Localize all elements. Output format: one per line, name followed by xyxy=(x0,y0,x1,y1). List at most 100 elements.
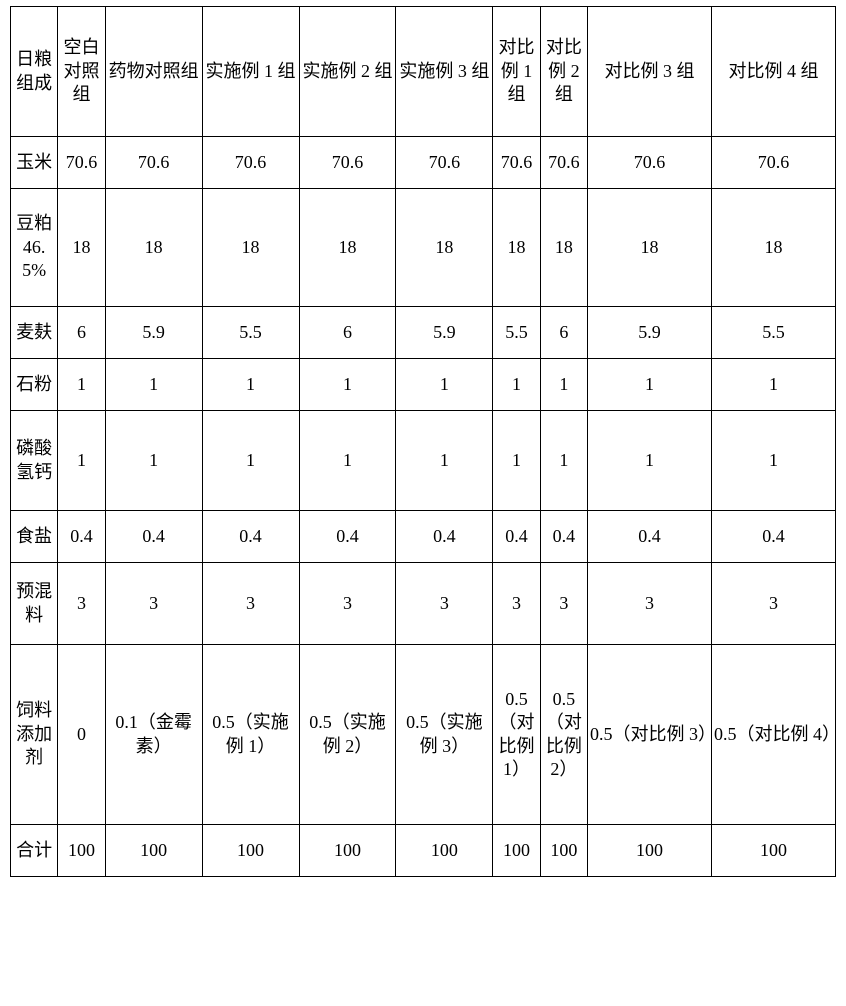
cell: 1 xyxy=(396,359,493,411)
cell: 0.4 xyxy=(58,511,105,563)
cell: 5.5 xyxy=(493,307,540,359)
table-row: 合计 100 100 100 100 100 100 100 100 100 xyxy=(11,825,836,877)
cell: 0.4 xyxy=(299,511,396,563)
header-cell-2: 药物对照组 xyxy=(105,7,202,137)
cell: 1 xyxy=(540,359,587,411)
cell: 0.4 xyxy=(493,511,540,563)
cell: 1 xyxy=(493,359,540,411)
table-row: 预混料 3 3 3 3 3 3 3 3 3 xyxy=(11,563,836,645)
cell: 100 xyxy=(588,825,712,877)
row-label-8: 合计 xyxy=(11,825,58,877)
cell: 0.5（实施例 3） xyxy=(396,645,493,825)
row-label-1: 豆粕 46.5% xyxy=(11,189,58,307)
cell: 3 xyxy=(202,563,299,645)
table-row: 磷酸氢钙 1 1 1 1 1 1 1 1 1 xyxy=(11,411,836,511)
cell: 3 xyxy=(396,563,493,645)
header-cell-6: 对比例 1 组 xyxy=(493,7,540,137)
cell: 3 xyxy=(711,563,835,645)
cell: 3 xyxy=(105,563,202,645)
cell: 18 xyxy=(711,189,835,307)
row-label-6: 预混料 xyxy=(11,563,58,645)
row-label-3: 石粉 xyxy=(11,359,58,411)
cell: 70.6 xyxy=(588,137,712,189)
cell: 1 xyxy=(58,411,105,511)
cell: 1 xyxy=(105,359,202,411)
cell: 0 xyxy=(58,645,105,825)
cell: 0.5（实施例 1） xyxy=(202,645,299,825)
cell: 18 xyxy=(588,189,712,307)
cell: 3 xyxy=(588,563,712,645)
cell: 1 xyxy=(396,411,493,511)
cell: 0.5（对比例 1） xyxy=(493,645,540,825)
cell: 18 xyxy=(493,189,540,307)
table-row: 玉米 70.6 70.6 70.6 70.6 70.6 70.6 70.6 70… xyxy=(11,137,836,189)
row-label-7: 饲料添加剂 xyxy=(11,645,58,825)
cell: 0.1（金霉素） xyxy=(105,645,202,825)
cell: 1 xyxy=(202,359,299,411)
cell: 6 xyxy=(299,307,396,359)
cell: 0.5（实施例 2） xyxy=(299,645,396,825)
cell: 100 xyxy=(105,825,202,877)
cell: 0.4 xyxy=(711,511,835,563)
cell: 18 xyxy=(299,189,396,307)
cell: 70.6 xyxy=(299,137,396,189)
cell: 0.4 xyxy=(588,511,712,563)
header-cell-3: 实施例 1 组 xyxy=(202,7,299,137)
cell: 3 xyxy=(493,563,540,645)
header-cell-4: 实施例 2 组 xyxy=(299,7,396,137)
cell: 1 xyxy=(540,411,587,511)
cell: 18 xyxy=(58,189,105,307)
header-cell-7: 对比例 2 组 xyxy=(540,7,587,137)
cell: 70.6 xyxy=(493,137,540,189)
cell: 1 xyxy=(299,359,396,411)
cell: 0.4 xyxy=(396,511,493,563)
cell: 3 xyxy=(58,563,105,645)
cell: 1 xyxy=(299,411,396,511)
row-label-4: 磷酸氢钙 xyxy=(11,411,58,511)
row-label-5: 食盐 xyxy=(11,511,58,563)
cell: 1 xyxy=(711,411,835,511)
header-cell-5: 实施例 3 组 xyxy=(396,7,493,137)
cell: 70.6 xyxy=(711,137,835,189)
cell: 0.5（对比例 2） xyxy=(540,645,587,825)
table-row: 食盐 0.4 0.4 0.4 0.4 0.4 0.4 0.4 0.4 0.4 xyxy=(11,511,836,563)
table-row: 麦麸 6 5.9 5.5 6 5.9 5.5 6 5.9 5.5 xyxy=(11,307,836,359)
header-cell-1: 空白对照组 xyxy=(58,7,105,137)
cell: 70.6 xyxy=(396,137,493,189)
cell: 1 xyxy=(105,411,202,511)
cell: 1 xyxy=(58,359,105,411)
cell: 5.9 xyxy=(396,307,493,359)
cell: 3 xyxy=(299,563,396,645)
ration-composition-table: 日粮组成 空白对照组 药物对照组 实施例 1 组 实施例 2 组 实施例 3 组… xyxy=(10,6,836,877)
cell: 100 xyxy=(202,825,299,877)
cell: 18 xyxy=(105,189,202,307)
cell: 0.4 xyxy=(105,511,202,563)
row-label-0: 玉米 xyxy=(11,137,58,189)
cell: 1 xyxy=(711,359,835,411)
table-row: 饲料添加剂 0 0.1（金霉素） 0.5（实施例 1） 0.5（实施例 2） 0… xyxy=(11,645,836,825)
table-row: 石粉 1 1 1 1 1 1 1 1 1 xyxy=(11,359,836,411)
cell: 5.9 xyxy=(588,307,712,359)
cell: 0.4 xyxy=(202,511,299,563)
cell: 5.9 xyxy=(105,307,202,359)
header-cell-9: 对比例 4 组 xyxy=(711,7,835,137)
cell: 3 xyxy=(540,563,587,645)
header-cell-0: 日粮组成 xyxy=(11,7,58,137)
cell: 100 xyxy=(540,825,587,877)
cell: 0.4 xyxy=(540,511,587,563)
cell: 1 xyxy=(588,411,712,511)
cell: 18 xyxy=(540,189,587,307)
row-label-2: 麦麸 xyxy=(11,307,58,359)
cell: 18 xyxy=(396,189,493,307)
cell: 0.5（对比例 3） xyxy=(588,645,712,825)
cell: 100 xyxy=(493,825,540,877)
cell: 1 xyxy=(202,411,299,511)
header-row: 日粮组成 空白对照组 药物对照组 实施例 1 组 实施例 2 组 实施例 3 组… xyxy=(11,7,836,137)
header-cell-8: 对比例 3 组 xyxy=(588,7,712,137)
cell: 5.5 xyxy=(202,307,299,359)
cell: 100 xyxy=(396,825,493,877)
cell: 1 xyxy=(493,411,540,511)
cell: 18 xyxy=(202,189,299,307)
cell: 1 xyxy=(588,359,712,411)
cell: 100 xyxy=(299,825,396,877)
